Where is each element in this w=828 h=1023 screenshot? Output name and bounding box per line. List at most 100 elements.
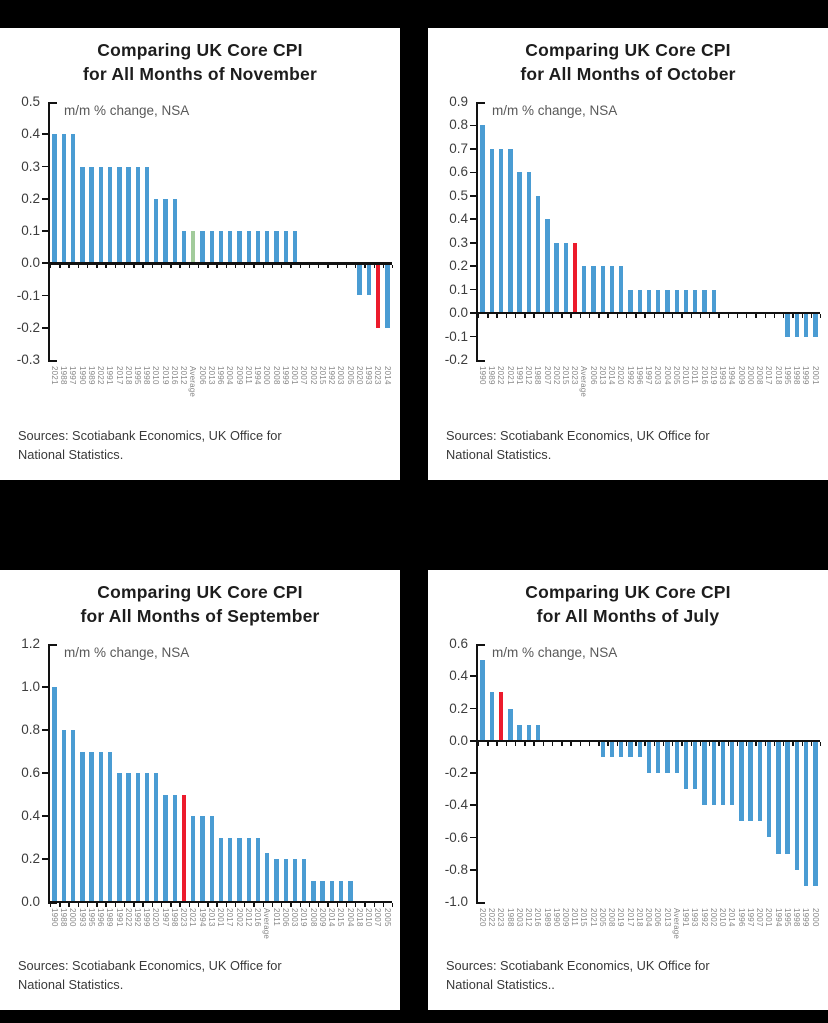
x-category-label: 2009 (561, 908, 570, 927)
y-tick (469, 312, 476, 314)
y-tick-label: 0.0 (21, 894, 40, 909)
x-tick (262, 264, 264, 269)
x-tick (672, 314, 674, 319)
x-tick (86, 264, 89, 269)
y-tick-label: 0.0 (449, 305, 468, 321)
bar-2010 (154, 198, 159, 263)
bar-2004 (646, 742, 652, 773)
bar-2014 (329, 880, 335, 901)
bar-1997 (646, 289, 652, 312)
x-category-label: 2021 (588, 908, 598, 927)
y-tick (41, 772, 48, 774)
x-tick (327, 903, 329, 908)
x-tick (59, 264, 61, 269)
x-category-label: 1994 (727, 366, 737, 385)
x-category-label: 1997 (745, 908, 755, 927)
chart-panel-july: Comparing UK Core CPI for All Months of … (428, 570, 828, 1010)
y-tick (41, 858, 48, 860)
y-tick-label: 1.0 (21, 679, 40, 694)
bar-2021 (191, 816, 196, 901)
y-tick (469, 335, 476, 338)
x-tick (607, 314, 609, 319)
chart-title: Comparing UK Core CPI for All Months of … (428, 38, 828, 86)
bar-2021 (52, 134, 57, 263)
x-tick (746, 742, 748, 746)
y-tick-label: 0.2 (449, 258, 468, 274)
bar-2001 (813, 314, 818, 337)
x-tick (114, 903, 117, 908)
x-tick (505, 314, 508, 319)
x-tick (699, 314, 702, 319)
x-category-label: 2020 (477, 908, 487, 927)
x-category-label: 1992 (327, 366, 337, 385)
y-tick (41, 230, 48, 232)
bar-2003 (656, 289, 661, 312)
x-tick (355, 903, 357, 908)
x-category-label: 1996 (736, 908, 746, 927)
y-tick (41, 326, 48, 329)
x-category-label: 2022 (496, 366, 506, 385)
y-tick-label: -0.2 (16, 319, 40, 335)
x-category-label: 2002 (708, 908, 718, 927)
x-category-label: 2014 (607, 366, 617, 385)
y-axis (475, 102, 478, 363)
bar-1996 (637, 289, 642, 312)
x-tick (478, 314, 480, 319)
x-category-label: 2010 (364, 908, 374, 927)
x-category-label: 2001 (764, 908, 774, 927)
bar-2023 (498, 692, 504, 740)
bar-1998 (172, 794, 177, 901)
x-tick (551, 314, 554, 319)
y-tick (469, 739, 476, 742)
x-tick (216, 903, 218, 908)
x-category-label: 2021 (188, 908, 198, 927)
x-tick (225, 264, 227, 269)
x-category-label: 2014 (727, 908, 737, 927)
bar-Average (265, 852, 270, 901)
x-tick (188, 903, 191, 908)
x-tick (318, 264, 320, 269)
x-category-label: 2018 (354, 908, 364, 927)
sources-note: Sources: Scotiabank Economics, UK Office… (18, 426, 282, 464)
bar-2012 (181, 231, 187, 263)
x-category-label: 1997 (68, 366, 78, 385)
bar-1991 (517, 172, 522, 312)
sources-line1: Sources: Scotiabank Economics, UK Office… (446, 427, 710, 443)
bar-2020 (619, 266, 624, 312)
x-category-label: 2003 (290, 908, 300, 927)
bar-2020 (154, 773, 159, 901)
x-category-label: 2005 (597, 908, 607, 927)
y-axis-top-cap (475, 102, 485, 105)
bar-2016 (172, 198, 177, 263)
x-category-label: 2005 (382, 908, 392, 927)
x-tick (653, 314, 655, 319)
x-category-label: 2012 (524, 366, 534, 385)
x-tick (810, 742, 813, 746)
y-axis-top-cap (47, 644, 57, 647)
bar-2013 (209, 231, 214, 263)
bar-1988 (508, 708, 513, 740)
x-tick (133, 903, 135, 908)
sources-line1: Sources: Scotiabank Economics, UK Office… (18, 427, 282, 443)
bar-2019 (163, 198, 168, 263)
x-tick (764, 314, 766, 319)
x-tick (709, 742, 711, 746)
x-category-label: 1996 (634, 366, 644, 385)
x-category-label: 2011 (570, 908, 580, 927)
x-tick (514, 742, 517, 746)
y-tick (469, 171, 476, 174)
x-category-label: 1992 (625, 366, 635, 385)
bar-2002 (237, 837, 242, 901)
x-tick (653, 742, 655, 746)
bar-1992 (628, 289, 633, 312)
x-category-label: 2003 (336, 366, 346, 385)
bar-2019 (619, 742, 624, 757)
x-category-label: 2005 (671, 366, 681, 385)
x-category-label: 1999 (280, 366, 290, 385)
bar-2012 (526, 724, 532, 740)
x-tick (561, 314, 563, 319)
x-tick (392, 264, 394, 269)
x-tick (607, 742, 609, 746)
y-axis-top-cap (475, 644, 485, 647)
bar-2005 (600, 742, 605, 757)
